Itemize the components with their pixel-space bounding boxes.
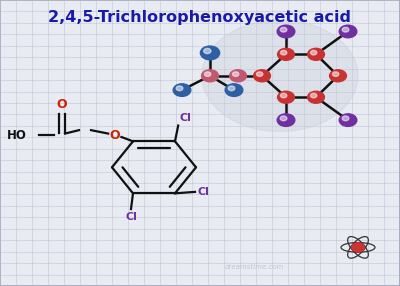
Circle shape bbox=[310, 50, 317, 55]
Circle shape bbox=[202, 70, 218, 82]
Text: Cl: Cl bbox=[179, 113, 191, 123]
Text: O: O bbox=[56, 98, 67, 111]
Circle shape bbox=[176, 86, 183, 91]
Circle shape bbox=[339, 25, 357, 38]
Circle shape bbox=[230, 70, 246, 82]
Circle shape bbox=[308, 91, 324, 103]
Circle shape bbox=[280, 50, 287, 55]
Circle shape bbox=[277, 114, 295, 126]
Circle shape bbox=[280, 116, 287, 121]
Circle shape bbox=[173, 84, 191, 96]
Text: Cl: Cl bbox=[197, 187, 209, 197]
Text: Cl: Cl bbox=[125, 212, 137, 222]
Circle shape bbox=[278, 48, 294, 60]
Circle shape bbox=[332, 72, 339, 76]
Circle shape bbox=[256, 72, 263, 76]
Circle shape bbox=[342, 27, 349, 32]
Circle shape bbox=[310, 93, 317, 98]
Circle shape bbox=[352, 243, 364, 252]
Text: HO: HO bbox=[7, 128, 27, 142]
Text: O: O bbox=[110, 128, 120, 142]
Circle shape bbox=[254, 70, 270, 82]
Text: 2,4,5-Trichlorophenoxyacetic acid: 2,4,5-Trichlorophenoxyacetic acid bbox=[48, 10, 352, 25]
Circle shape bbox=[339, 114, 357, 126]
Circle shape bbox=[278, 91, 294, 103]
Circle shape bbox=[280, 93, 287, 98]
Circle shape bbox=[200, 46, 220, 60]
Circle shape bbox=[204, 72, 211, 76]
Text: dreamstime.com: dreamstime.com bbox=[224, 265, 284, 270]
Circle shape bbox=[330, 70, 346, 82]
Circle shape bbox=[280, 27, 287, 32]
Circle shape bbox=[228, 86, 235, 91]
Circle shape bbox=[232, 72, 239, 76]
Circle shape bbox=[342, 116, 349, 121]
Circle shape bbox=[225, 84, 243, 96]
Circle shape bbox=[202, 20, 358, 132]
Circle shape bbox=[204, 48, 211, 53]
Circle shape bbox=[277, 25, 295, 38]
Circle shape bbox=[308, 48, 324, 60]
